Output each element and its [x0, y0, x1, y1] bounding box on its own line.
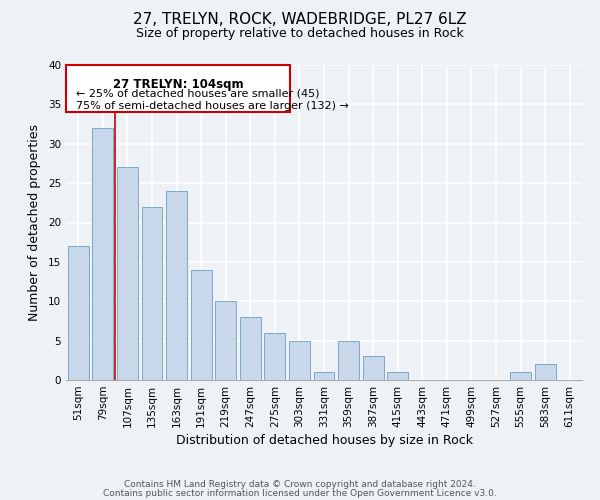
- Bar: [387, 372, 408, 380]
- Bar: [314, 372, 334, 380]
- Text: Size of property relative to detached houses in Rock: Size of property relative to detached ho…: [136, 28, 464, 40]
- Bar: [68, 246, 89, 380]
- FancyBboxPatch shape: [66, 65, 290, 112]
- Bar: [338, 340, 359, 380]
- X-axis label: Distribution of detached houses by size in Rock: Distribution of detached houses by size …: [176, 434, 473, 447]
- Bar: [535, 364, 556, 380]
- Bar: [92, 128, 113, 380]
- Bar: [240, 317, 261, 380]
- Text: ← 25% of detached houses are smaller (45): ← 25% of detached houses are smaller (45…: [76, 88, 320, 99]
- Y-axis label: Number of detached properties: Number of detached properties: [28, 124, 41, 321]
- Text: Contains HM Land Registry data © Crown copyright and database right 2024.: Contains HM Land Registry data © Crown c…: [124, 480, 476, 489]
- Bar: [166, 191, 187, 380]
- Text: 75% of semi-detached houses are larger (132) →: 75% of semi-detached houses are larger (…: [76, 101, 349, 111]
- Bar: [510, 372, 531, 380]
- Bar: [289, 340, 310, 380]
- Bar: [265, 333, 286, 380]
- Text: Contains public sector information licensed under the Open Government Licence v3: Contains public sector information licen…: [103, 489, 497, 498]
- Bar: [215, 301, 236, 380]
- Text: 27 TRELYN: 104sqm: 27 TRELYN: 104sqm: [113, 78, 244, 90]
- Bar: [117, 168, 138, 380]
- Bar: [362, 356, 383, 380]
- Text: 27, TRELYN, ROCK, WADEBRIDGE, PL27 6LZ: 27, TRELYN, ROCK, WADEBRIDGE, PL27 6LZ: [133, 12, 467, 28]
- Bar: [191, 270, 212, 380]
- Bar: [142, 207, 163, 380]
